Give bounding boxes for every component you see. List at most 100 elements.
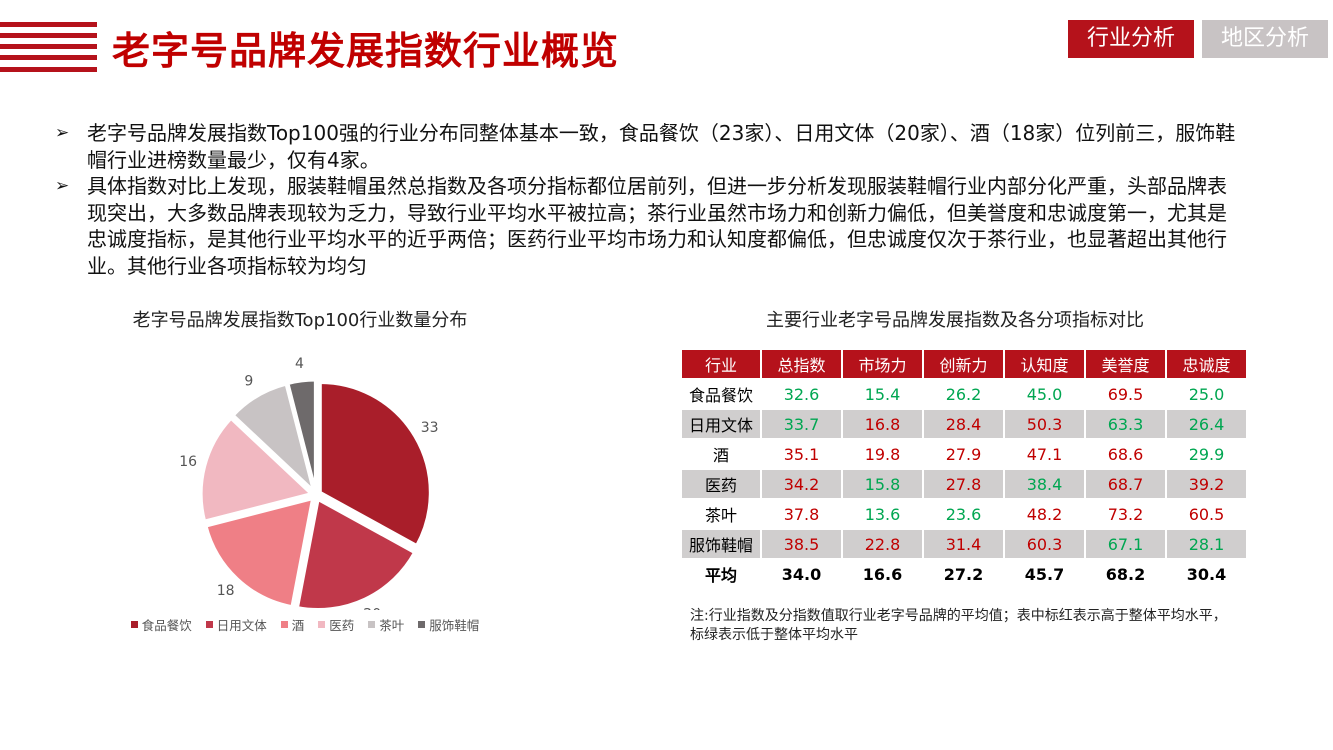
header-row: 行业 总指数 市场力 创新力 认知度 美誉度 忠诚度	[680, 348, 1248, 380]
header-cell: 创新力	[922, 348, 1005, 380]
table-cell: 27.2	[922, 558, 1005, 590]
table-cell: 33.7	[760, 408, 843, 440]
table-cell: 27.8	[922, 468, 1005, 500]
tab[interactable]: 行业分析	[1068, 20, 1194, 58]
legend-item: 酒	[280, 615, 304, 634]
legend: 食品餐饮 日用文体 酒 医药 茶叶 服饰鞋帽	[100, 615, 510, 634]
table-cell: 68.2	[1084, 558, 1167, 590]
data-label: 33	[421, 420, 439, 436]
table-cell: 食品餐饮	[680, 378, 762, 410]
table-cell: 32.6	[760, 378, 843, 410]
legend-swatch	[205, 621, 213, 628]
table-cell: 35.1	[760, 438, 843, 470]
legend-swatch	[280, 621, 288, 628]
legend-swatch	[418, 621, 426, 628]
table-cell: 25.0	[1165, 378, 1248, 410]
stripe	[0, 22, 97, 27]
table-cell: 酒	[680, 438, 762, 470]
legend-item: 食品餐饮	[130, 615, 192, 634]
table-cell: 73.2	[1084, 498, 1167, 530]
table-cell: 48.2	[1003, 498, 1086, 530]
table-row: 食品餐饮 32.6 15.4 26.2 45.0 69.5 25.0	[680, 378, 1248, 410]
table-cell: 19.8	[841, 438, 924, 470]
note: 注:行业指数及分指数值取行业老字号品牌的平均值；表中标红表示高于整体平均水平，标…	[690, 608, 1227, 643]
slide-title: 老字号品牌发展指数行业概览	[112, 29, 620, 73]
legend-swatch	[130, 621, 138, 628]
data-label: 18	[217, 583, 235, 599]
table-cell: 茶叶	[680, 498, 762, 530]
table-cell: 16.8	[841, 408, 924, 440]
table-cell: 68.6	[1084, 438, 1167, 470]
table-cell: 28.4	[922, 408, 1005, 440]
table-cell: 69.5	[1084, 378, 1167, 410]
table-cell: 37.8	[760, 498, 843, 530]
table-cell: 28.1	[1165, 528, 1248, 560]
legend-item: 服饰鞋帽	[418, 615, 479, 634]
pie-slice	[286, 378, 317, 491]
stripe	[0, 33, 97, 38]
header-cell: 行业	[680, 348, 762, 380]
table-cell: 15.4	[841, 378, 924, 410]
pie-slice	[199, 416, 315, 523]
table-cell: 45.7	[1003, 558, 1086, 590]
tab[interactable]: 地区分析	[1202, 20, 1328, 58]
table-row: 茶叶 37.8 13.6 23.6 48.2 73.2 60.5	[680, 498, 1248, 530]
table-title: 主要行业老字号品牌发展指数及各分项指标对比	[766, 310, 1144, 331]
table-cell: 26.4	[1165, 408, 1248, 440]
table-cell: 15.8	[841, 468, 924, 500]
pie-slice	[204, 496, 315, 609]
table-cell: 16.6	[841, 558, 924, 590]
table-cell: 日用文体	[680, 408, 762, 440]
table-cell: 45.0	[1003, 378, 1086, 410]
stripe	[0, 44, 97, 49]
table-row: 酒 35.1 19.8 27.9 47.1 68.6 29.9	[680, 438, 1248, 470]
stripe	[0, 55, 97, 60]
pie-chart: 33 20 18 16 9 4	[179, 356, 439, 610]
data-label: 16	[179, 454, 197, 470]
table-cell: 医药	[680, 468, 762, 500]
table-cell: 23.6	[922, 498, 1005, 530]
table-cell: 平均	[680, 558, 762, 590]
header-cell: 美誉度	[1084, 348, 1167, 380]
table: 行业 总指数 市场力 创新力 认知度 美誉度 忠诚度 食品餐饮 32.6 15.4 26.2 45.0…	[680, 348, 1248, 590]
stripe	[0, 67, 97, 72]
table-cell: 38.4	[1003, 468, 1086, 500]
table-cell: 27.9	[922, 438, 1005, 470]
header-cell: 忠诚度	[1165, 348, 1248, 380]
table-cell: 31.4	[922, 528, 1005, 560]
legend-item: 日用文体	[205, 615, 267, 634]
legend-item: 茶叶	[368, 615, 404, 634]
legend-swatch	[318, 621, 326, 628]
table-cell: 34.2	[760, 468, 843, 500]
table-cell: 60.5	[1165, 498, 1248, 530]
table-cell: 26.2	[922, 378, 1005, 410]
table-cell: 服饰鞋帽	[680, 528, 762, 560]
table-cell: 22.8	[841, 528, 924, 560]
table-row: 日用文体 33.7 16.8 28.4 50.3 63.3 26.4	[680, 408, 1248, 440]
header-cell: 市场力	[841, 348, 924, 380]
legend-item: 医药	[318, 615, 354, 634]
table-cell: 39.2	[1165, 468, 1248, 500]
legend-label: 服饰鞋帽	[429, 618, 480, 633]
table-cell: 13.6	[841, 498, 924, 530]
table-cell: 30.4	[1165, 558, 1248, 590]
legend-label: 食品餐饮	[141, 618, 192, 633]
table-row: 服饰鞋帽 38.5 22.8 31.4 60.3 67.1 28.1	[680, 528, 1248, 560]
table-cell: 38.5	[760, 528, 843, 560]
chart-title: 老字号品牌发展指数Top100行业数量分布	[132, 310, 468, 331]
table-row: 平均 34.0 16.6 27.2 45.7 68.2 30.4	[680, 558, 1248, 590]
table-cell: 63.3	[1084, 408, 1167, 440]
table-cell: 47.1	[1003, 438, 1086, 470]
table-cell: 60.3	[1003, 528, 1086, 560]
legend-label: 茶叶	[379, 618, 405, 633]
legend-label: 医药	[329, 618, 355, 633]
pie-slice	[318, 380, 432, 548]
legend-label: 日用文体	[216, 618, 267, 633]
table-cell: 34.0	[760, 558, 843, 590]
data-label: 20	[363, 606, 381, 610]
table-cell: 29.9	[1165, 438, 1248, 470]
table-cell: 67.1	[1084, 528, 1167, 560]
bullet: 老字号品牌发展指数Top100强的行业分布同整体基本一致，食品餐饮（23家）、日…	[55, 120, 1245, 173]
header-cell: 认知度	[1003, 348, 1086, 380]
